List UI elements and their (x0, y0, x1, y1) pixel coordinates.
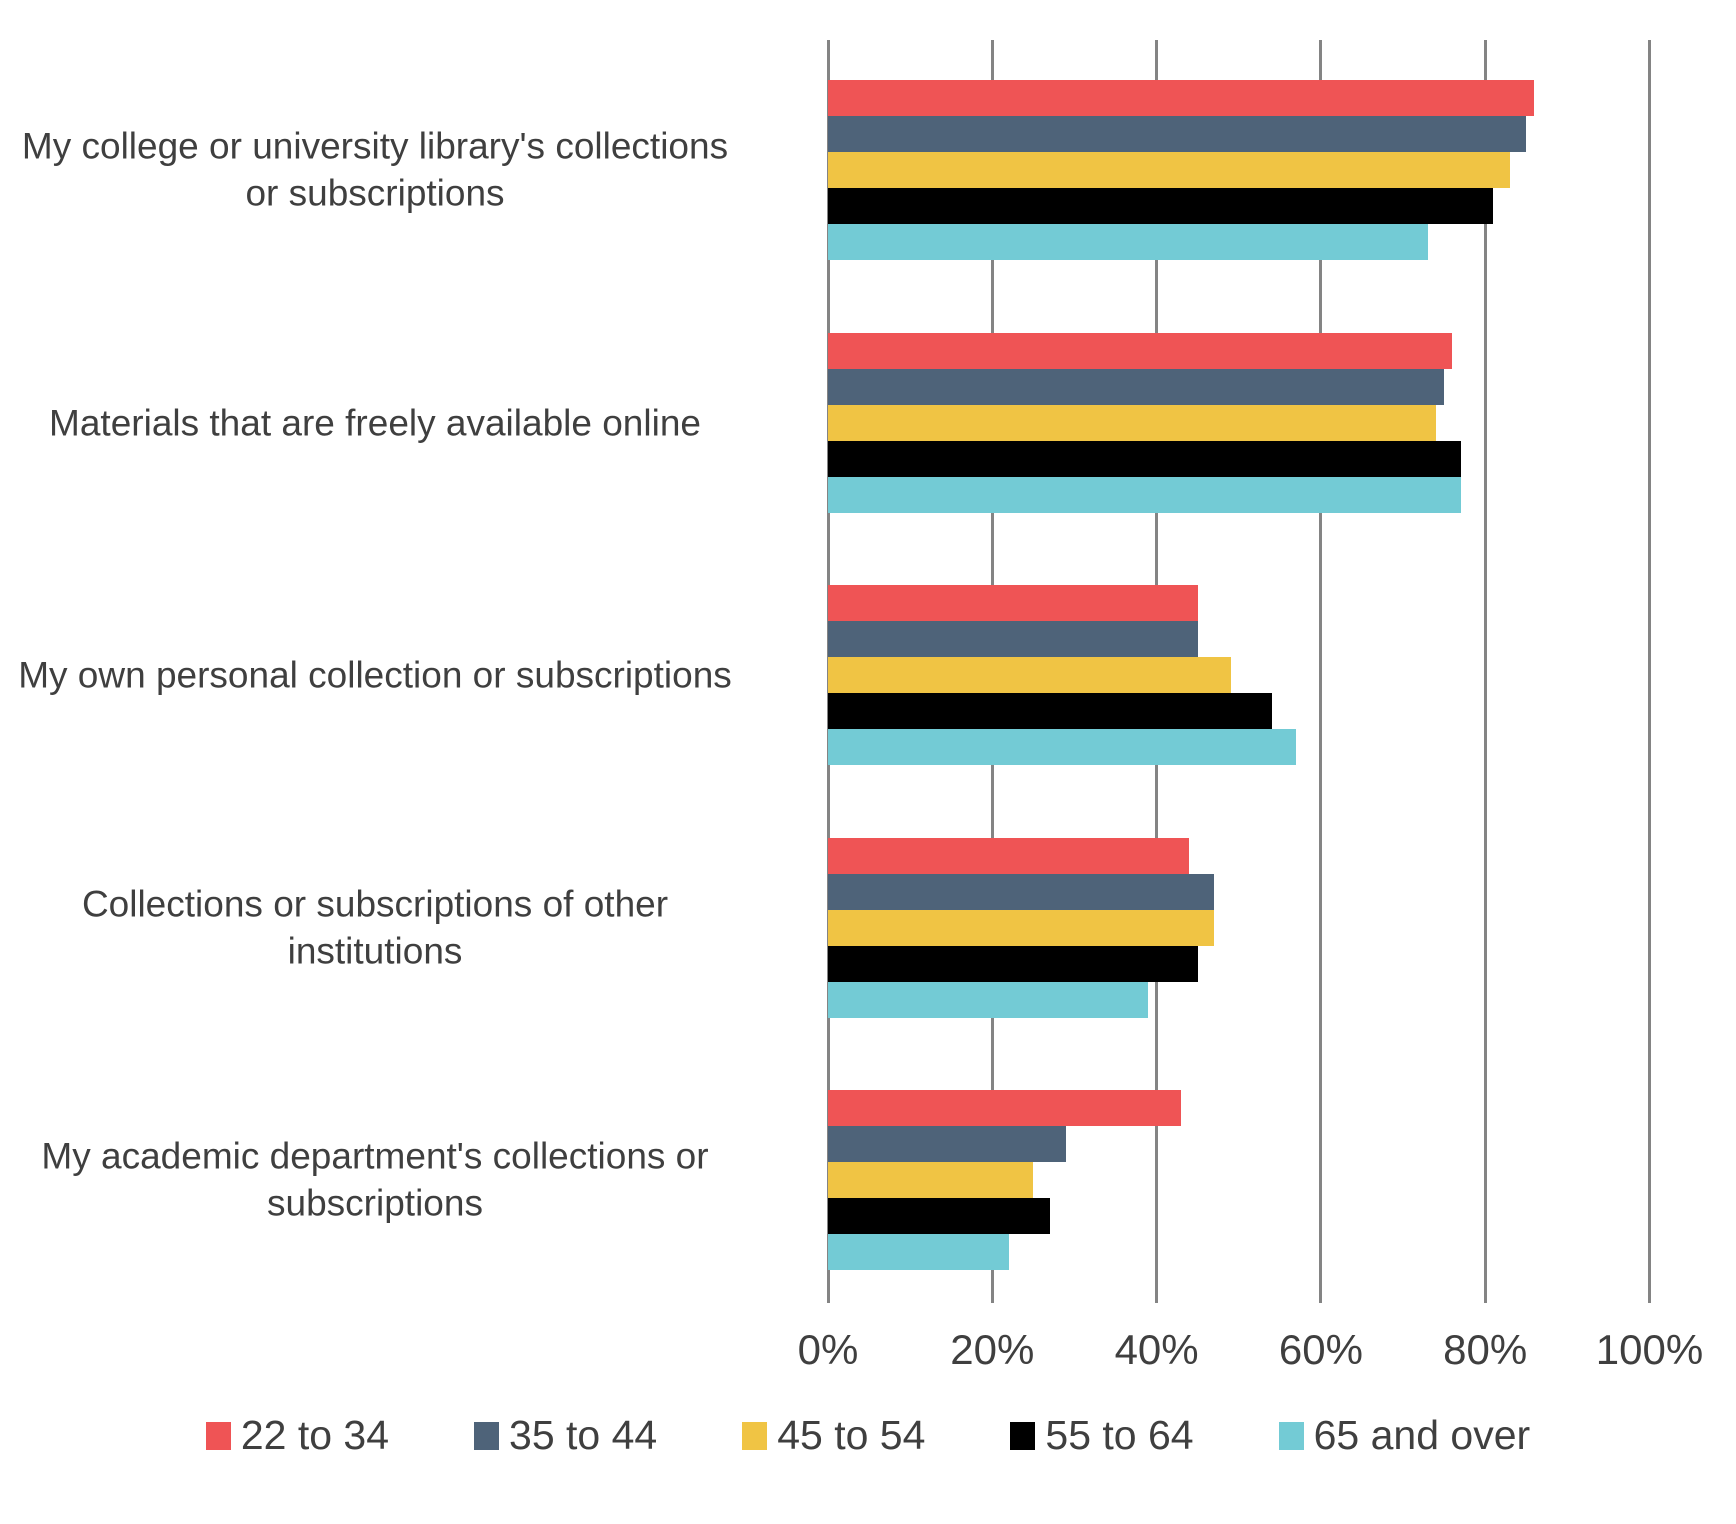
bar-35-to-44-cat2 (828, 368, 1445, 405)
bar-65-and-over-cat2 (828, 476, 1461, 513)
legend-swatch-65-and-over (1278, 1421, 1304, 1450)
legend-item-65-and-over: 65 and over (1278, 1412, 1531, 1459)
legend-item-55-to-64: 55 to 64 (1010, 1412, 1194, 1459)
bar-22-to-34-cat1 (828, 80, 1535, 116)
x-tick-label: 100% (1595, 1326, 1704, 1373)
x-tick-label: 20% (950, 1326, 1035, 1373)
bar-35-to-44-cat5 (828, 1126, 1067, 1162)
legend-label: 35 to 44 (509, 1412, 658, 1458)
bar-45-to-54-cat2 (828, 404, 1436, 441)
legend-item-22-to-34: 22 to 34 (205, 1412, 390, 1459)
category-label-my-own-personal-collection-or-: My own personal collection or subscripti… (18, 654, 732, 696)
bar-45-to-54-cat3 (828, 657, 1231, 693)
bar-65-and-over-cat3 (828, 729, 1297, 765)
x-tick-label: 40% (1114, 1326, 1199, 1373)
legend-label: 22 to 34 (240, 1412, 390, 1458)
bar-55-to-64-cat1 (828, 188, 1494, 224)
bar-22-to-34-cat5 (828, 1090, 1182, 1126)
bar-55-to-64-cat2 (828, 440, 1461, 477)
bar-65-and-over-cat5 (828, 1234, 1009, 1270)
bar-65-and-over-cat4 (828, 981, 1149, 1018)
bar-35-to-44-cat4 (828, 873, 1215, 910)
legend-item-45-to-54: 45 to 54 (742, 1412, 925, 1459)
bar-45-to-54-cat5 (828, 1162, 1034, 1198)
gridline-80 (1483, 40, 1487, 1303)
gridline-60 (1319, 40, 1323, 1303)
category-label-materials-that-are-freely-avai: Materials that are freely available onli… (49, 401, 701, 443)
legend-swatch-22-to-34 (205, 1421, 231, 1450)
legend-label: 45 to 54 (777, 1412, 926, 1458)
legend-swatch-55-to-64 (1010, 1421, 1036, 1450)
bar-22-to-34-cat4 (828, 837, 1190, 874)
gridline-100 (1648, 40, 1651, 1303)
bar-22-to-34-cat2 (828, 332, 1453, 369)
legend-label: 55 to 64 (1045, 1412, 1194, 1458)
x-tick-label: 60% (1278, 1326, 1363, 1373)
category-label-collections-or-subscriptions-o: Collections or subscriptions of other in… (81, 883, 669, 972)
category-label-my-college-or-university-libra: My college or university library's colle… (21, 125, 729, 214)
legend-label: 65 and over (1313, 1412, 1531, 1458)
x-tick-label: 80% (1443, 1326, 1528, 1373)
bar-55-to-64-cat3 (828, 693, 1272, 729)
bar-45-to-54-cat4 (828, 909, 1215, 946)
legend-swatch-35-to-44 (474, 1421, 500, 1450)
bar-22-to-34-cat3 (828, 585, 1198, 621)
bar-35-to-44-cat3 (828, 621, 1198, 657)
category-label-my-academic-department-s-colle: My academic department's collections or … (41, 1135, 709, 1224)
bar-35-to-44-cat1 (828, 116, 1527, 152)
bar-55-to-64-cat5 (828, 1198, 1050, 1234)
x-tick-label: 0% (797, 1326, 859, 1373)
legend-swatch-45-to-54 (742, 1421, 768, 1450)
legend-item-35-to-44: 35 to 44 (474, 1412, 657, 1459)
legend: 22 to 34 35 to 44 45 to 54 55 to 64 65 and o… (0, 1412, 1736, 1459)
bar-55-to-64-cat4 (828, 945, 1198, 982)
bar-65-and-over-cat1 (828, 224, 1428, 260)
bar-45-to-54-cat1 (828, 152, 1510, 188)
